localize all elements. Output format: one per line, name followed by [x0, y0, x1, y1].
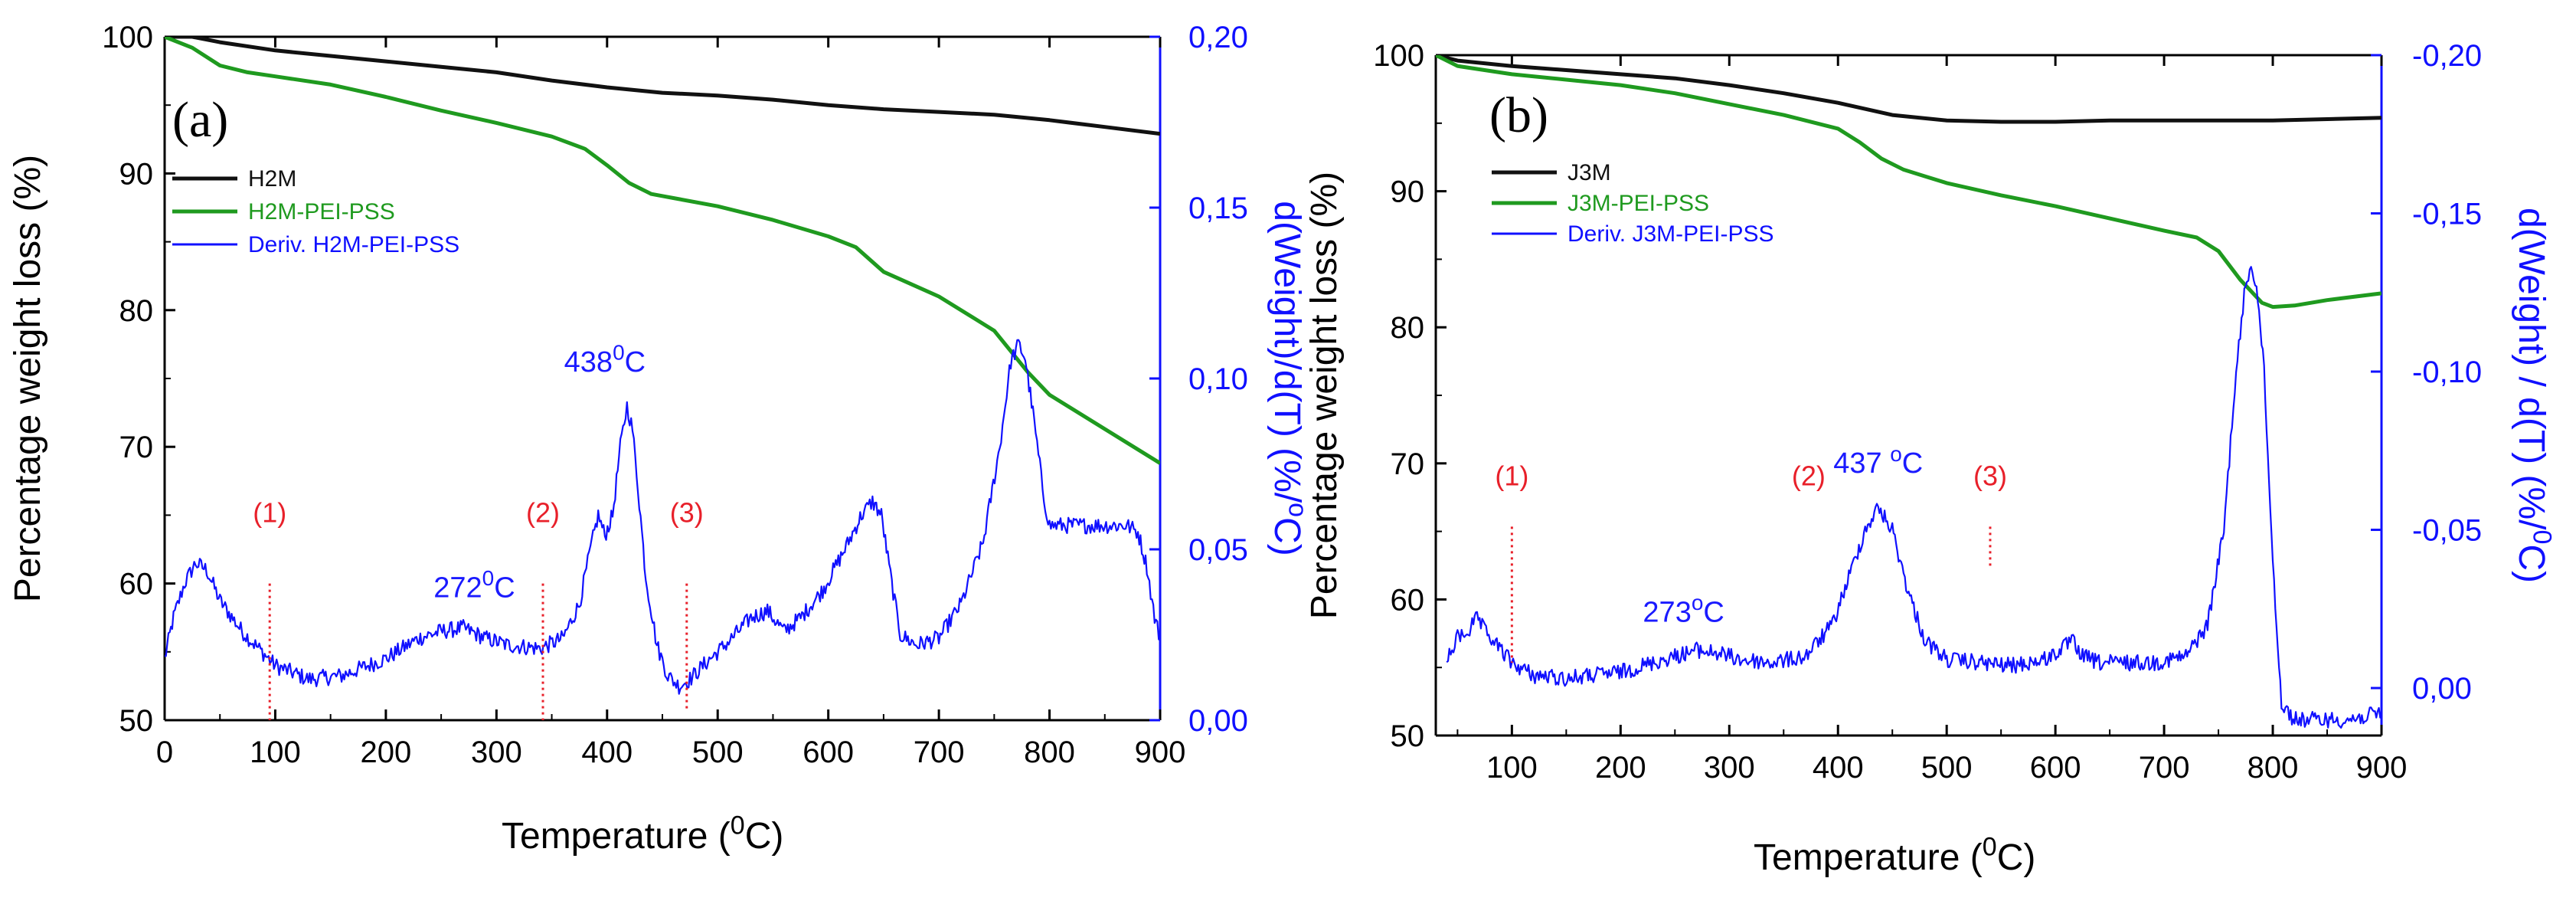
- legend-entry: J3M: [1568, 160, 1611, 185]
- x-tick-label: 200: [361, 736, 412, 769]
- x-ticks: 0 100 200 300 400 500 600 700 800 900: [156, 37, 1186, 769]
- x-axis-title: Temperature (0C): [1754, 832, 2035, 878]
- y-tick-label: 80: [1391, 311, 1425, 345]
- series-line-deriv-j3m-pei-pss: [1446, 266, 2381, 729]
- x-tick-label: 100: [250, 736, 301, 769]
- y-tick-label: 90: [119, 157, 154, 191]
- x-tick-label: 200: [1595, 751, 1646, 785]
- y-tick-label: 50: [119, 704, 154, 738]
- legend-entry: H2M-PEI-PSS: [248, 199, 395, 224]
- stage-marker-label: (1): [1495, 460, 1528, 492]
- series-line-h2m-pei-pss: [165, 37, 1160, 465]
- y-ticks-right: 0,00 -0,05 -0,10 -0,15 -0,20: [2371, 39, 2482, 706]
- series-line-j3m: [1436, 55, 2381, 124]
- y2-axis-title: d(Weight)/d(T) (%/oC): [1267, 201, 1313, 555]
- legend-entry: J3M-PEI-PSS: [1568, 191, 1709, 216]
- x-tick-label: 600: [2030, 751, 2081, 785]
- y-tick-label: 90: [1391, 175, 1425, 209]
- y-ticks-left: 50 60 70 80 90 100: [102, 21, 175, 738]
- x-tick-label: 0: [156, 736, 173, 769]
- y-ticks-left: 50 60 70 80 90 100: [1373, 39, 1447, 753]
- legend: J3M J3M-PEI-PSS Deriv. J3M-PEI-PSS: [1492, 160, 1774, 247]
- x-tick-label: 400: [581, 736, 633, 769]
- y2-tick-label: -0,05: [2412, 514, 2482, 548]
- x-tick-label: 900: [2356, 751, 2408, 785]
- legend-entry: Deriv. H2M-PEI-PSS: [248, 232, 459, 257]
- x-tick-label: 700: [914, 736, 965, 769]
- x-tick-label: 700: [2139, 751, 2190, 785]
- y-tick-label: 100: [102, 21, 153, 54]
- stage-marker-label: (3): [1973, 460, 2007, 492]
- stage-marker-label: (2): [526, 496, 560, 528]
- y-tick-label: 50: [1391, 719, 1425, 753]
- y-ticks-right: 0,00 0,05 0,10 0,15 0,20: [1149, 21, 1248, 738]
- y-tick-label: 60: [1391, 583, 1425, 617]
- y2-tick-label: -0,10: [2412, 355, 2482, 389]
- x-tick-label: 800: [1024, 736, 1075, 769]
- stage-markers: (1) (2) (3): [1495, 460, 2007, 663]
- y-axis-title: Percentage weight loss (%): [8, 155, 48, 602]
- x-axis-title: Temperature (0C): [502, 811, 783, 857]
- y-axis-title: Percentage weight loss (%): [1304, 172, 1345, 619]
- y-tick-label: 70: [1391, 447, 1425, 481]
- y2-tick-label: -0,15: [2412, 198, 2482, 231]
- x-tick-label: 500: [692, 736, 744, 769]
- y-tick-label: 70: [119, 431, 154, 464]
- x-tick-label: 900: [1135, 736, 1186, 769]
- peak-label: 273oC: [1643, 591, 1724, 628]
- x-tick-label: 600: [803, 736, 854, 769]
- legend: H2M H2M-PEI-PSS Deriv. H2M-PEI-PSS: [172, 166, 459, 257]
- legend-entry: H2M: [248, 166, 296, 192]
- x-tick-label: 400: [1813, 751, 1864, 785]
- y2-tick-label: 0,10: [1188, 362, 1248, 396]
- y2-tick-label: -0,20: [2412, 39, 2482, 73]
- stage-marker-label: (2): [1792, 460, 1826, 492]
- peak-labels: 273oC 437 oC: [1643, 442, 1923, 629]
- y2-tick-label: 0,20: [1188, 21, 1248, 54]
- stage-marker-label: (1): [253, 496, 286, 528]
- legend-entry: Deriv. J3M-PEI-PSS: [1568, 221, 1774, 247]
- y2-tick-label: 0,15: [1188, 192, 1248, 225]
- y2-tick-label: 0,05: [1188, 533, 1248, 567]
- y-tick-label: 80: [119, 294, 154, 328]
- peak-label: 437 oC: [1833, 442, 1923, 480]
- panel-label: (b): [1489, 87, 1548, 143]
- series-group: [165, 37, 1160, 695]
- panel-a: 0 100 200 300 400 500 600 700 800 900 50 60 70 80 90 10…: [8, 21, 1313, 857]
- y-tick-label: 60: [119, 568, 154, 601]
- x-ticks: 100 200 300 400 500 600 700 800 900: [1456, 55, 2408, 785]
- series-group: [1436, 55, 2381, 729]
- y-tick-label: 100: [1373, 39, 1424, 73]
- x-tick-label: 300: [1704, 751, 1755, 785]
- y2-tick-label: 0,00: [2412, 672, 2472, 706]
- peak-labels: 2720C 4380C: [433, 341, 646, 604]
- stage-markers: (1) (2) (3): [253, 496, 704, 720]
- series-line-h2m: [165, 37, 1160, 136]
- peak-label: 2720C: [433, 566, 515, 604]
- x-tick-label: 800: [2247, 751, 2299, 785]
- series-line-deriv-h2m-pei-pss: [165, 339, 1160, 695]
- panel-b: 100 200 300 400 500 600 700 800 900 50 60 70 80 90 100…: [1304, 39, 2557, 878]
- x-tick-label: 500: [1921, 751, 1973, 785]
- y2-tick-label: 0,00: [1188, 704, 1248, 738]
- y2-axis-title: d(Weight) / d(T) (%/0C): [2511, 208, 2557, 583]
- stage-marker-label: (3): [670, 496, 704, 528]
- panel-label: (a): [172, 92, 228, 148]
- x-tick-label: 300: [471, 736, 522, 769]
- x-tick-label: 100: [1486, 751, 1538, 785]
- peak-label: 4380C: [564, 341, 646, 378]
